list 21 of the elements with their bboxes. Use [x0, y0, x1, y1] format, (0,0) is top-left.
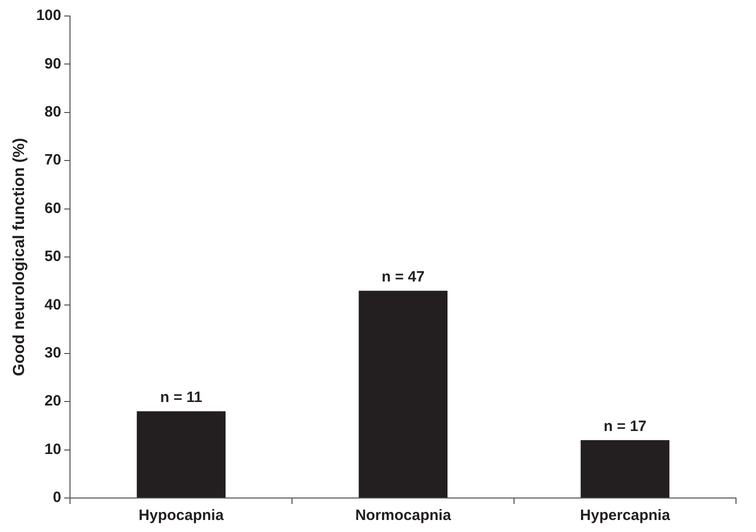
y-tick-label: 100 — [36, 7, 62, 24]
bar — [580, 440, 670, 498]
y-tick-label: 60 — [44, 200, 62, 217]
y-axis-title: Good neurological function (%) — [11, 138, 28, 376]
y-tick-label: 70 — [44, 152, 62, 169]
y-tick-label: 50 — [44, 248, 62, 266]
y-tick-label: 80 — [44, 104, 62, 121]
bar — [358, 290, 448, 498]
x-tick-label: Hypercapnia — [580, 507, 671, 524]
annotation: n = 47 — [382, 268, 425, 286]
y-tick-label: 10 — [44, 440, 62, 458]
y-tick-label: 90 — [44, 55, 62, 72]
annotation: n = 17 — [604, 418, 647, 435]
bar — [136, 411, 226, 498]
y-tick-label: 20 — [44, 392, 62, 410]
y-tick-label: 30 — [44, 344, 62, 362]
annotation: n = 11 — [160, 388, 202, 406]
x-tick-label: Hypocapnia — [138, 507, 224, 524]
x-tick-label: Normocapnia — [355, 507, 452, 524]
y-tick-label: 40 — [44, 296, 62, 314]
y-tick-label: 0 — [52, 489, 62, 506]
